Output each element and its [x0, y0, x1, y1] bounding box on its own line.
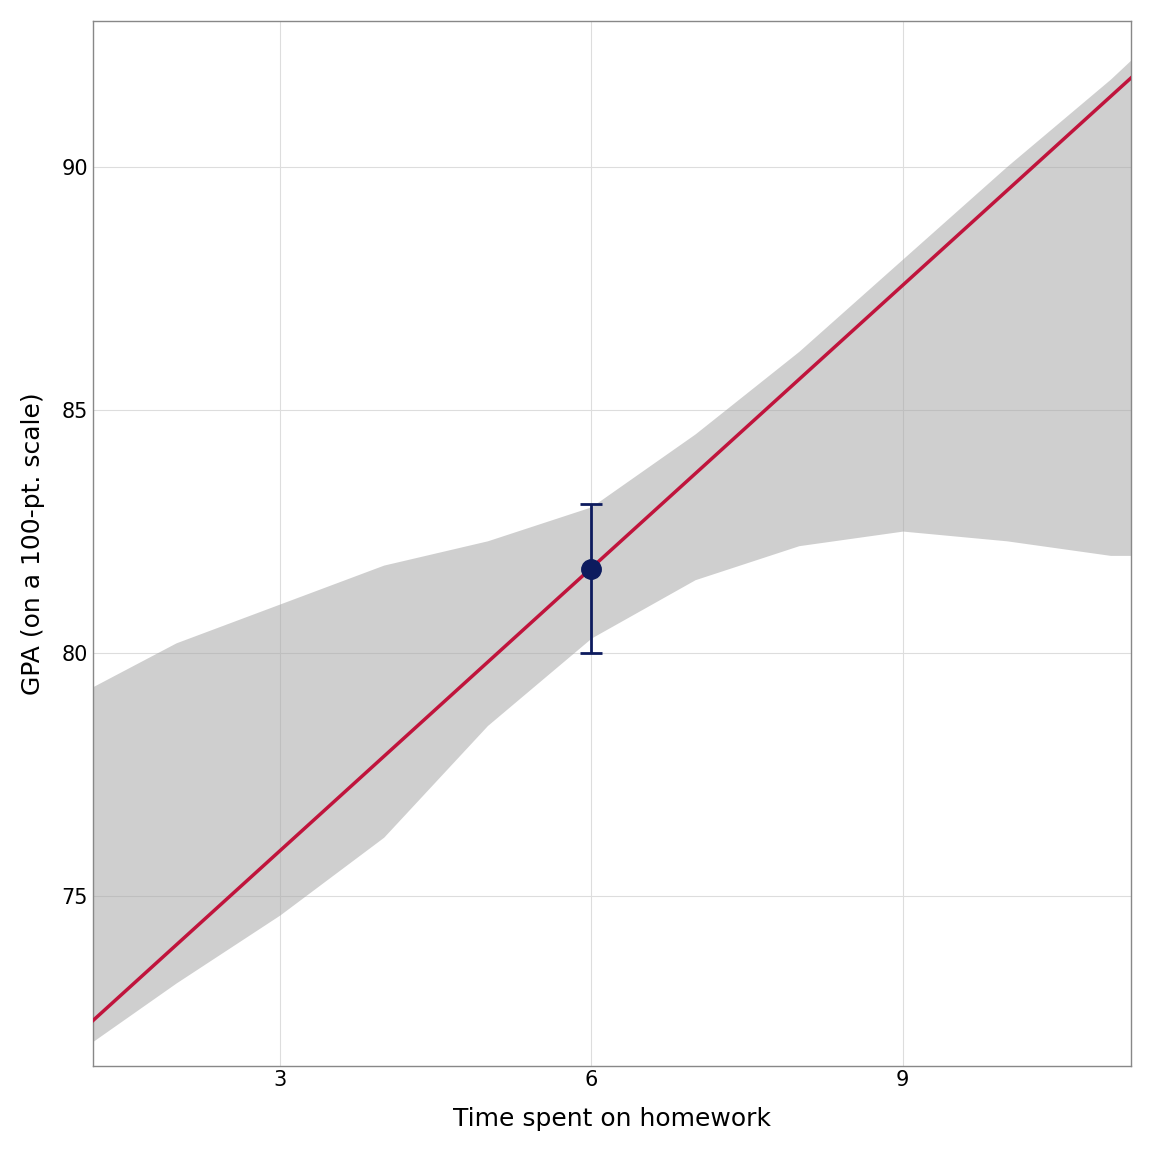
- Y-axis label: GPA (on a 100-pt. scale): GPA (on a 100-pt. scale): [21, 392, 45, 695]
- X-axis label: Time spent on homework: Time spent on homework: [453, 1107, 771, 1131]
